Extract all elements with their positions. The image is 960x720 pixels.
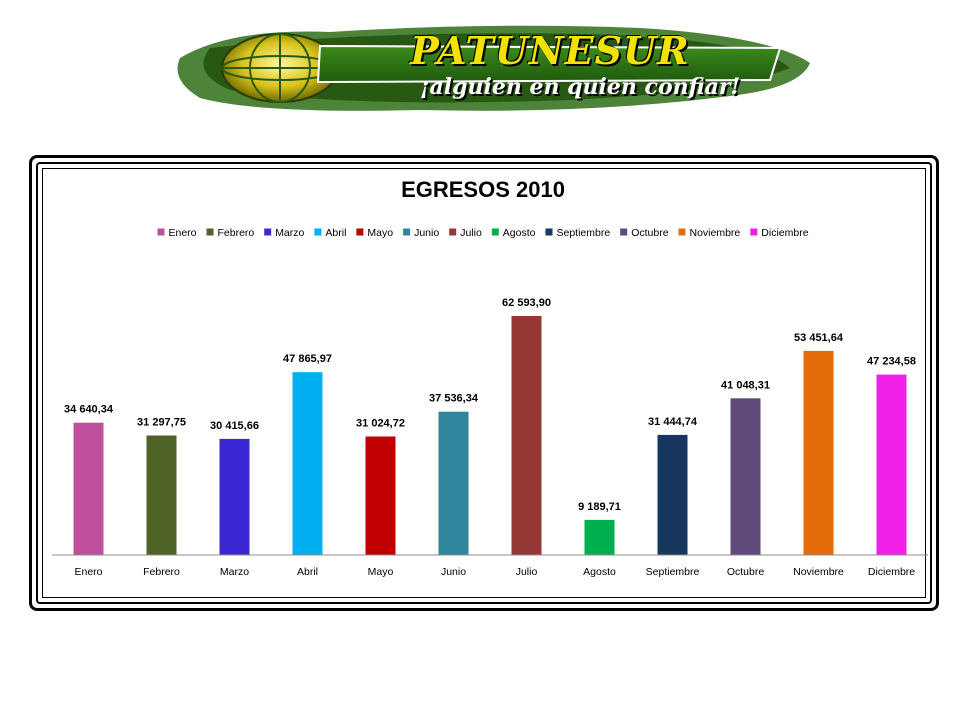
x-axis-ticks: Enero Febrero Marzo Abril Mayo Junio Julio Agos… xyxy=(74,566,915,578)
legend-label-marzo: Marzo xyxy=(275,227,304,239)
legend-label-enero: Enero xyxy=(169,227,197,239)
data-label-marzo: 30 415,66 xyxy=(210,420,259,432)
legend-label-abril: Abril xyxy=(325,227,346,239)
data-label-abril: 47 865,97 xyxy=(283,353,332,365)
x-tick-label-junio: Junio xyxy=(441,566,466,578)
x-tick-label-enero: Enero xyxy=(74,566,102,578)
bar-febrero xyxy=(146,435,177,555)
legend-label-febrero: Febrero xyxy=(218,227,255,239)
chart-frame xyxy=(29,155,939,611)
legend-label-julio: Julio xyxy=(460,227,482,239)
legend-swatch-julio xyxy=(449,228,457,236)
logo-graphic xyxy=(177,25,810,111)
legend-label-septiembre: Septiembre xyxy=(557,227,611,239)
legend-label-agosto: Agosto xyxy=(503,227,536,239)
bar-noviembre xyxy=(803,350,834,555)
data-label-noviembre: 53 451,64 xyxy=(794,332,844,344)
x-tick-label-mayo: Mayo xyxy=(368,566,394,578)
bar-diciembre xyxy=(876,374,907,555)
bar-junio xyxy=(438,411,469,555)
x-tick-label-diciembre: Diciembre xyxy=(868,566,915,578)
legend-label-mayo: Mayo xyxy=(367,227,393,239)
legend-swatch-enero xyxy=(157,228,165,236)
x-tick-label-abril: Abril xyxy=(297,566,318,578)
bar-agosto xyxy=(584,519,615,555)
chart-legend: Enero Febrero Marzo Abril Mayo Junio Julio Agos… xyxy=(157,227,809,239)
bar-series: 34 640,34 31 297,75 30 415,66 47 865,97 31 0… xyxy=(64,297,916,555)
x-tick-label-febrero: Febrero xyxy=(143,566,180,578)
data-label-diciembre: 47 234,58 xyxy=(867,356,916,368)
legend-label-noviembre: Noviembre xyxy=(690,227,741,239)
data-label-enero: 34 640,34 xyxy=(64,404,114,416)
data-label-octubre: 41 048,31 xyxy=(721,379,770,391)
bar-octubre xyxy=(730,398,761,555)
legend-swatch-marzo xyxy=(264,228,272,236)
x-tick-label-septiembre: Septiembre xyxy=(646,566,700,578)
x-tick-label-julio: Julio xyxy=(516,566,538,578)
legend-label-junio: Junio xyxy=(414,227,439,239)
legend-swatch-octubre xyxy=(620,228,628,236)
data-label-julio: 62 593,90 xyxy=(502,297,551,309)
legend-swatch-septiembre xyxy=(545,228,553,236)
logo-wordmark: PATUNESUR xyxy=(410,28,690,73)
bar-marzo xyxy=(219,438,250,555)
x-tick-label-marzo: Marzo xyxy=(220,566,249,578)
legend-label-diciembre: Diciembre xyxy=(761,227,808,239)
bar-abril xyxy=(292,372,323,555)
data-label-mayo: 31 024,72 xyxy=(356,418,405,430)
chart-frame-innermost-border xyxy=(42,168,926,598)
legend-swatch-febrero xyxy=(206,228,214,236)
data-label-febrero: 31 297,75 xyxy=(137,417,186,429)
data-label-agosto: 9 189,71 xyxy=(578,501,621,513)
legend-swatch-junio xyxy=(403,228,411,236)
bar-julio xyxy=(511,316,542,555)
bar-septiembre xyxy=(657,434,688,555)
legend-swatch-noviembre xyxy=(678,228,686,236)
x-tick-label-octubre: Octubre xyxy=(727,566,765,578)
legend-swatch-diciembre xyxy=(750,228,758,236)
data-label-junio: 37 536,34 xyxy=(429,393,479,405)
legend-label-octubre: Octubre xyxy=(631,227,669,239)
x-tick-label-agosto: Agosto xyxy=(583,566,616,578)
legend-swatch-mayo xyxy=(356,228,364,236)
data-label-septiembre: 31 444,74 xyxy=(648,416,698,428)
x-tick-label-noviembre: Noviembre xyxy=(793,566,844,578)
company-logo: PATUNESUR ¡alguien en quien confiar! xyxy=(170,18,820,118)
chart-title: EGRESOS 2010 xyxy=(401,177,565,202)
bar-enero xyxy=(73,422,104,555)
logo-tagline: ¡alguien en quien confiar! xyxy=(419,74,741,100)
chart-frame-inner-border xyxy=(36,162,932,604)
legend-swatch-abril xyxy=(314,228,322,236)
legend-swatch-agosto xyxy=(491,228,499,236)
bar-mayo xyxy=(365,436,396,555)
